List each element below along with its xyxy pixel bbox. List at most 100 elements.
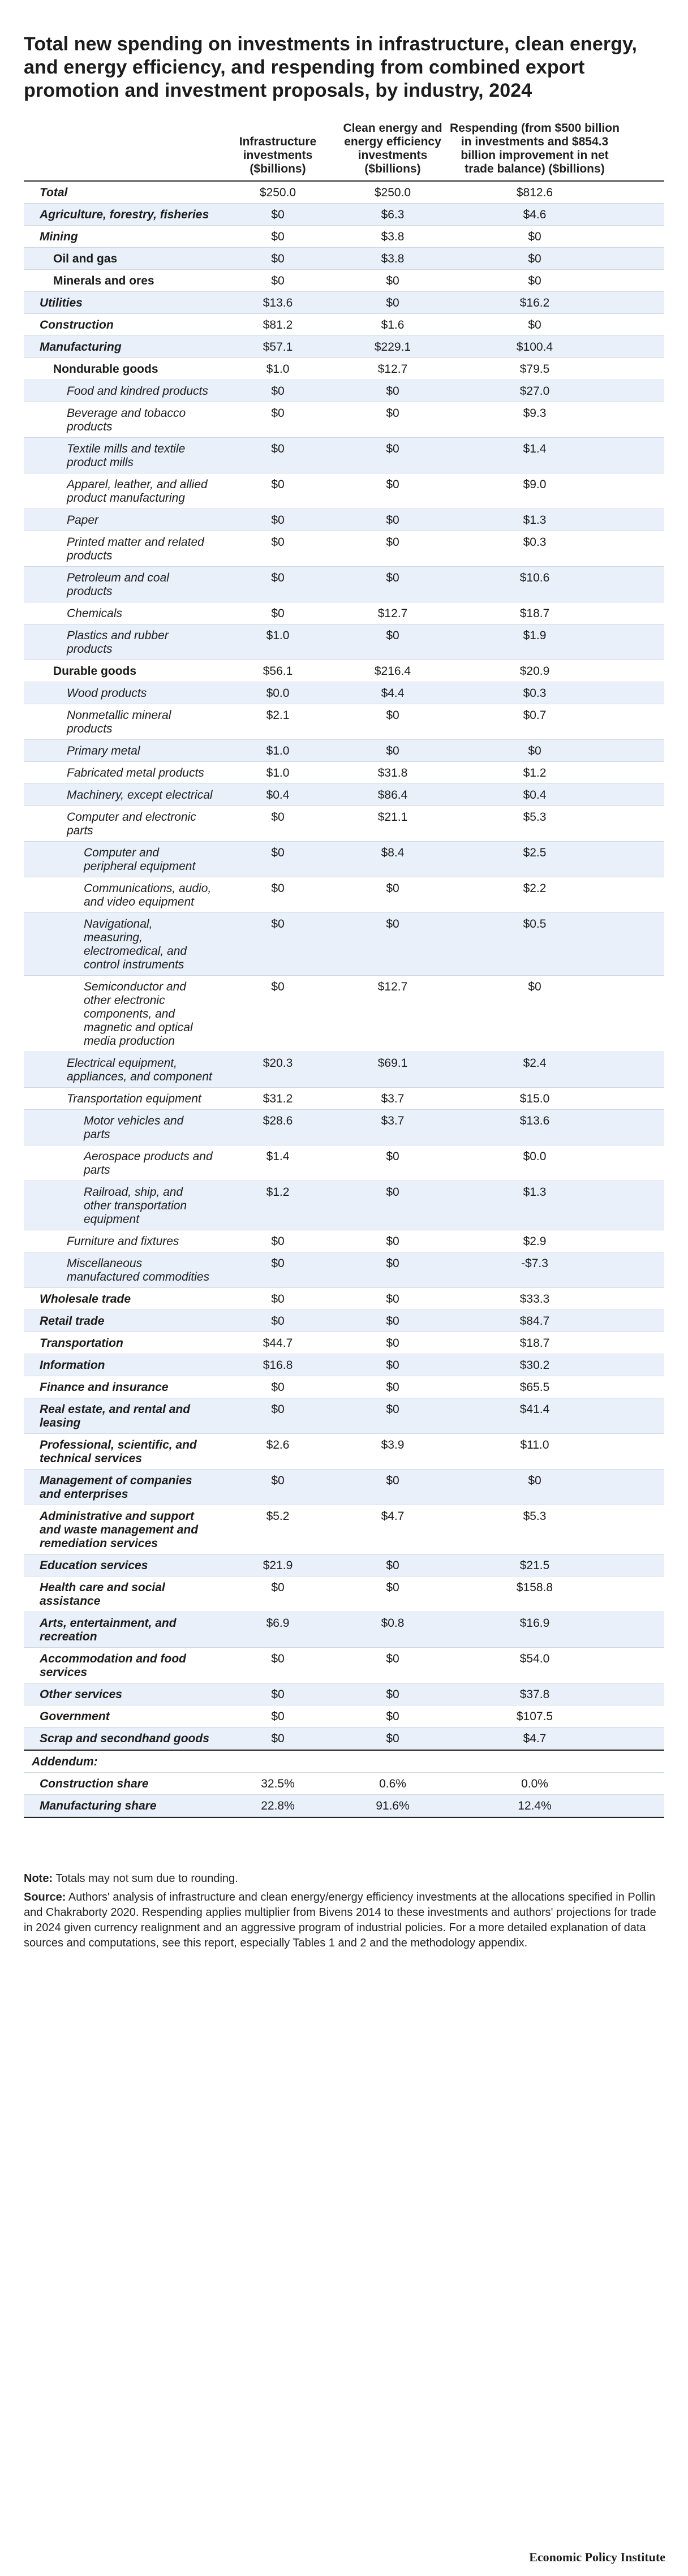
industry-label: Construction share — [40, 1777, 149, 1790]
clean-energy-value: $0 — [386, 1474, 399, 1487]
header-infrastructure: Infrastructure investments ($billions) — [239, 135, 317, 175]
industry-label: Beverage and tobacco products — [67, 407, 186, 433]
infrastructure-value: $250.0 — [259, 186, 296, 199]
infrastructure-value: $0 — [271, 385, 285, 398]
row-label-cell: Semiconductor and other electronic compo… — [24, 976, 218, 1052]
respending-value: $1.9 — [523, 629, 547, 642]
brand-logo-text: Economic Policy Institute — [529, 2550, 665, 2564]
infrastructure-value: $0.0 — [266, 687, 290, 700]
table-row: Scrap and secondhand goods $0 $0 $4.7 — [24, 1728, 664, 1750]
source-label: Source: — [24, 1891, 66, 1903]
row-label-cell: Manufacturing — [24, 336, 218, 357]
table-row: Construction share 32.5% 0.6% 0.0% — [24, 1773, 664, 1795]
respending-value: $2.4 — [523, 1057, 547, 1070]
respending-value: $0 — [528, 252, 541, 265]
respending-value: $1.2 — [523, 766, 547, 779]
clean-energy-value: $21.1 — [377, 811, 408, 824]
industry-label: Finance and insurance — [40, 1381, 169, 1394]
row-label-cell: Wholesale trade — [24, 1288, 218, 1309]
infrastructure-value: $44.7 — [263, 1337, 293, 1350]
respending-value: $5.3 — [523, 1510, 547, 1523]
row-label-cell: Total — [24, 182, 218, 203]
row-label-cell: Nonmetallic mineral products — [24, 704, 218, 739]
industry-label: Durable goods — [53, 665, 137, 678]
table-row: Government $0 $0 $107.5 — [24, 1705, 664, 1728]
table-header: Infrastructure investments ($billions) C… — [24, 109, 664, 180]
row-label-cell: Health care and social assistance — [24, 1576, 218, 1612]
clean-energy-value: $0 — [386, 1732, 399, 1745]
industry-label: Wood products — [67, 687, 147, 700]
row-label-cell: Transportation — [24, 1332, 218, 1354]
footer: Note: Totals may not sum due to rounding… — [24, 1871, 664, 1951]
clean-energy-value: $0 — [386, 1186, 399, 1199]
row-label-cell: Agriculture, forestry, fisheries — [24, 204, 218, 225]
infrastructure-value: $0 — [271, 1293, 285, 1306]
row-label-cell: Scrap and secondhand goods — [24, 1728, 218, 1749]
table-row: Minerals and ores $0 $0 $0 — [24, 270, 664, 292]
table-row: Utilities $13.6 $0 $16.2 — [24, 292, 664, 314]
table-row: Wood products $0.0 $4.4 $0.3 — [24, 682, 664, 704]
respending-value: $0.3 — [523, 687, 547, 700]
industry-label: Fabricated metal products — [67, 766, 204, 779]
industry-label: Other services — [40, 1688, 122, 1701]
table-row: Furniture and fixtures $0 $0 $2.9 — [24, 1230, 664, 1252]
infrastructure-value: $0 — [271, 208, 285, 221]
infrastructure-value: $16.8 — [263, 1359, 293, 1372]
table-row: Wholesale trade $0 $0 $33.3 — [24, 1288, 664, 1310]
table-row: Retail trade $0 $0 $84.7 — [24, 1310, 664, 1332]
respending-value: $0 — [528, 1474, 541, 1487]
infrastructure-value: $6.9 — [266, 1617, 290, 1630]
clean-energy-value: $3.9 — [381, 1438, 405, 1451]
table-row: Manufacturing share 22.8% 91.6% 12.4% — [24, 1795, 664, 1817]
row-label-cell: Motor vehicles and parts — [24, 1110, 218, 1145]
industry-label: Textile mills and textile product mills — [67, 442, 186, 469]
infrastructure-value: $31.2 — [263, 1092, 293, 1105]
infrastructure-value: $1.4 — [266, 1150, 290, 1163]
industry-label: Accommodation and food services — [40, 1652, 186, 1679]
industry-label: Paper — [67, 514, 99, 527]
table-row: Transportation equipment $31.2 $3.7 $15.0 — [24, 1088, 664, 1110]
table-row: Other services $0 $0 $37.8 — [24, 1683, 664, 1705]
industry-label: Electrical equipment, appliances, and co… — [67, 1057, 212, 1083]
infrastructure-value: $0 — [271, 252, 285, 265]
industry-label: Petroleum and coal products — [67, 571, 169, 598]
respending-value: $4.7 — [523, 1732, 547, 1745]
clean-energy-value: $0 — [386, 1581, 399, 1594]
infrastructure-value: $0 — [271, 846, 285, 859]
industry-label: Railroad, ship, and other transportation… — [84, 1186, 187, 1226]
respending-value: $1.3 — [523, 514, 547, 527]
table-row: Primary metal $1.0 $0 $0 — [24, 740, 664, 762]
infrastructure-value: $0 — [271, 917, 285, 931]
respending-value: $84.7 — [519, 1315, 550, 1328]
table-row: Plastics and rubber products $1.0 $0 $1.9 — [24, 624, 664, 660]
industry-label: Total — [40, 186, 68, 199]
industry-label: Construction — [40, 318, 114, 331]
respending-value: $0 — [528, 318, 541, 331]
respending-value: $1.3 — [523, 1186, 547, 1199]
row-label-cell: Chemicals — [24, 602, 218, 624]
clean-energy-value: $1.6 — [381, 318, 405, 331]
infrastructure-value: $0 — [271, 1581, 285, 1594]
row-label-cell: Government — [24, 1705, 218, 1727]
infrastructure-value: $56.1 — [263, 665, 293, 678]
table-row: Electrical equipment, appliances, and co… — [24, 1052, 664, 1088]
clean-energy-value: $3.7 — [381, 1114, 405, 1127]
clean-energy-value: $0 — [386, 1652, 399, 1665]
clean-energy-value: $31.8 — [377, 766, 408, 779]
infrastructure-value: $0 — [271, 407, 285, 420]
table-bottom-rule — [24, 1817, 664, 1818]
table-row: Food and kindred products $0 $0 $27.0 — [24, 380, 664, 402]
respending-value: $0.0 — [523, 1150, 547, 1163]
industry-label: Minerals and ores — [53, 274, 154, 287]
respending-value: $37.8 — [519, 1688, 550, 1701]
respending-value: $2.5 — [523, 846, 547, 859]
clean-energy-value: $0 — [386, 1337, 399, 1350]
clean-energy-value: $0 — [386, 1688, 399, 1701]
note-label: Note: — [24, 1872, 53, 1885]
respending-value: $0 — [528, 230, 541, 243]
industry-label: Real estate, and rental and leasing — [40, 1403, 191, 1429]
table-row: Motor vehicles and parts $28.6 $3.7 $13.6 — [24, 1110, 664, 1145]
table-row: Agriculture, forestry, fisheries $0 $6.3 $4… — [24, 204, 664, 226]
industry-label: Semiconductor and other electronic compo… — [84, 980, 193, 1048]
row-label-cell: Fabricated metal products — [24, 762, 218, 783]
